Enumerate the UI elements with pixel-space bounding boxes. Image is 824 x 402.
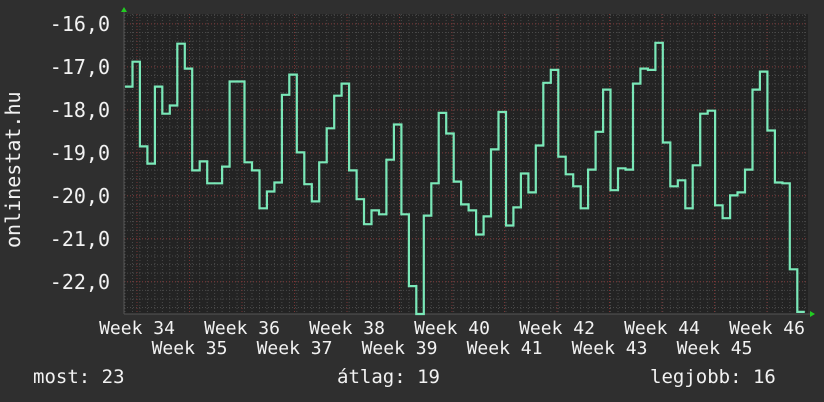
current-rank: most: 23 xyxy=(33,366,125,388)
x-tick-label: Week 41 xyxy=(467,338,543,359)
x-tick-label: Week 38 xyxy=(309,318,385,339)
x-tick-label: Week 35 xyxy=(152,338,228,359)
x-tick-label: Week 39 xyxy=(362,338,438,359)
y-tick-label: -22,0 xyxy=(50,270,110,294)
series-line xyxy=(125,41,805,316)
y-tick-label: -17,0 xyxy=(50,55,110,79)
average-rank: átlag: 19 xyxy=(337,366,440,388)
x-tick-label: Week 36 xyxy=(204,318,280,339)
x-tick-label: Week 44 xyxy=(624,318,700,339)
y-tick-label: -20,0 xyxy=(50,184,110,208)
x-tick-label: Week 34 xyxy=(99,318,175,339)
y-tick-label: -21,0 xyxy=(50,227,110,251)
x-tick-label: Week 40 xyxy=(414,318,490,339)
y-tick-label: -16,0 xyxy=(50,12,110,36)
y-axis-label: onlinestat.hu xyxy=(1,91,25,248)
y-tick-label: -18,0 xyxy=(50,98,110,122)
x-tick-label: Week 45 xyxy=(677,338,753,359)
y-axis-arrow-icon xyxy=(121,7,127,12)
x-axis-arrow-icon xyxy=(810,311,815,317)
best-rank: legjobb: 16 xyxy=(650,366,776,388)
x-tick-label: Week 37 xyxy=(257,338,333,359)
x-tick-label: Week 46 xyxy=(729,318,805,339)
plot-area xyxy=(124,14,808,314)
x-tick-label: Week 42 xyxy=(519,318,595,339)
y-tick-label: -19,0 xyxy=(50,141,110,165)
x-tick-label: Week 43 xyxy=(572,338,648,359)
